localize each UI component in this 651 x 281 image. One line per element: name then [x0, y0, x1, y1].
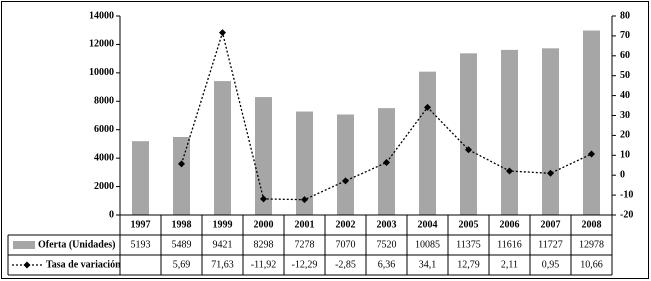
table-value: 7070 [336, 239, 356, 250]
table-value: -12,29 [292, 259, 318, 270]
line-marker [588, 150, 595, 158]
table-value: 10085 [415, 239, 440, 250]
line-marker [506, 167, 513, 175]
table-value: 5193 [131, 239, 151, 250]
y2-tick-label: 40 [620, 90, 630, 101]
legend-label: Oferta (Unidades) [38, 239, 116, 250]
bar [255, 97, 272, 215]
y2-tick-label: 10 [620, 150, 630, 161]
line-marker [219, 29, 226, 37]
y2-tick-label: 80 [620, 10, 630, 21]
x-tick-label: 2001 [295, 219, 315, 230]
table-value: 11727 [538, 239, 563, 250]
table-value: 12,79 [457, 259, 480, 270]
y-tick-label: 2000 [94, 181, 114, 192]
y2-tick-label: 50 [620, 70, 630, 81]
y2-tick-label: 20 [620, 130, 630, 141]
y-tick-label: 12000 [89, 39, 114, 50]
y2-tick-label: 60 [620, 50, 630, 61]
y-tick-label: 6000 [94, 124, 114, 135]
table-value: 8298 [254, 239, 274, 250]
table-value: -11,92 [251, 259, 276, 270]
bar [501, 49, 518, 215]
bar [419, 71, 436, 215]
legend-swatch [13, 241, 35, 249]
table-value: 11616 [497, 239, 522, 250]
line-marker [178, 160, 185, 168]
bar [460, 53, 477, 215]
table-value: 34,1 [419, 259, 437, 270]
table-value: -2,85 [335, 259, 356, 270]
table-value: 5489 [172, 239, 192, 250]
bar [337, 114, 354, 215]
bar [132, 141, 149, 215]
legend-swatch [23, 261, 31, 269]
bar [296, 111, 313, 215]
table-value: 9421 [213, 239, 233, 250]
table-value: 6,36 [378, 259, 396, 270]
y2-tick-label: 70 [620, 30, 630, 41]
legend-label: Tasa de variación [46, 259, 121, 270]
x-tick-label: 2006 [500, 219, 520, 230]
bar [542, 48, 559, 216]
y2-tick-label: 0 [620, 169, 625, 180]
table-value: 71,63 [211, 259, 234, 270]
y2-tick-label: -10 [620, 189, 633, 200]
line-marker [301, 196, 308, 204]
table-value: 7278 [295, 239, 315, 250]
x-tick-label: 2004 [418, 219, 438, 230]
x-tick-label: 1999 [213, 219, 233, 230]
table-value: 0,95 [542, 259, 560, 270]
table-value: 2,11 [501, 259, 518, 270]
bar [583, 30, 600, 215]
line-marker [383, 159, 390, 167]
table-value: 12978 [579, 239, 604, 250]
x-tick-label: 2000 [254, 219, 274, 230]
table-value: 7520 [377, 239, 397, 250]
y-tick-label: 0 [109, 209, 114, 220]
x-tick-label: 1997 [131, 219, 151, 230]
bar [173, 136, 190, 215]
line-marker [342, 177, 349, 185]
line-marker [547, 169, 554, 177]
line-marker [465, 146, 472, 154]
y2-tick-label: -20 [620, 209, 633, 220]
y2-tick-label: 30 [620, 110, 630, 121]
bar [214, 81, 231, 215]
y-tick-label: 8000 [94, 96, 114, 107]
x-tick-label: 2003 [377, 219, 397, 230]
y-tick-label: 14000 [89, 10, 114, 21]
y-tick-label: 10000 [89, 67, 114, 78]
table-value: 11375 [456, 239, 481, 250]
x-tick-label: 2008 [582, 219, 602, 230]
table-value: 5,69 [173, 259, 191, 270]
x-tick-label: 2005 [459, 219, 479, 230]
table-value: 10,66 [580, 259, 603, 270]
line-marker [424, 103, 431, 111]
x-tick-label: 1998 [172, 219, 192, 230]
y-tick-label: 4000 [94, 152, 114, 163]
x-tick-label: 2007 [541, 219, 561, 230]
x-tick-label: 2002 [336, 219, 356, 230]
line-marker [260, 195, 267, 203]
